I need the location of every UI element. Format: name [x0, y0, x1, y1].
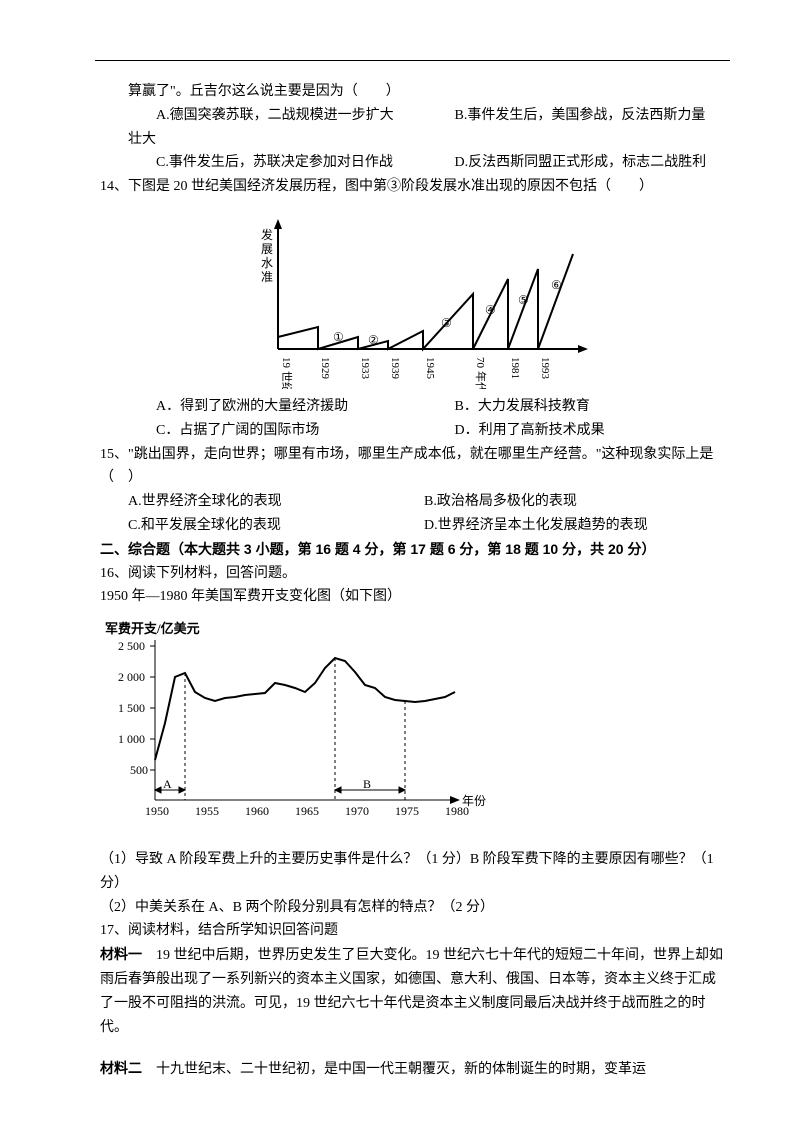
svg-text:②: ②	[368, 333, 379, 347]
q16: 16、阅读下列材料，回答问题。	[100, 562, 725, 586]
q15: 15、"跳出国界，走向世界；哪里有市场，哪里生产成本低，就在哪里生产经营。"这种…	[100, 443, 725, 491]
svg-text:军费开支/亿美元: 军费开支/亿美元	[105, 621, 200, 636]
svg-text:1993: 1993	[539, 357, 551, 380]
q15-optA: A.世界经济全球化的表现	[128, 490, 421, 514]
page: 算赢了"。丘吉尔这么说主要是因为（ ） A.德国突袭苏联，二战规模进一步扩大 B…	[0, 0, 800, 1122]
svg-text:70: 70	[474, 357, 486, 369]
q16-num: 16、	[100, 566, 128, 581]
q17-mat1-text: 19 世纪中后期，世界历史发生了巨大变化。19 世纪六七十年代的短短二十年间，世…	[100, 948, 723, 1034]
q13-optB-cont: 壮大	[100, 128, 725, 152]
svg-text:年代: 年代	[474, 371, 488, 389]
svg-text:1933: 1933	[359, 357, 371, 380]
svg-text:⑤: ⑤	[518, 293, 529, 307]
q16-stem: 阅读下列材料，回答问题。	[128, 566, 296, 581]
q17-mat1-label: 材料一	[100, 946, 142, 962]
q15-optB: B.政治格局多极化的表现	[424, 490, 717, 514]
svg-text:发: 发	[261, 227, 273, 242]
q14: 14、 下图是 20 世纪美国经济发展历程，图中第③阶段发展水准出现的原因不包括…	[100, 175, 725, 199]
q16-chart: 军费开支/亿美元 年份 2 500 2 000 1 500 1 000 500 …	[100, 609, 725, 848]
svg-text:③: ③	[441, 316, 452, 330]
q13-optB: B.事件发生后，美国参战，反法西斯力量	[427, 104, 726, 128]
svg-text:1965: 1965	[295, 804, 319, 818]
q14-options-row2: C．占据了广阔的国际市场 D．利用了高新技术成果	[100, 419, 725, 443]
q15-options-row1: A.世界经济全球化的表现 B.政治格局多极化的表现	[100, 490, 725, 514]
svg-text:1955: 1955	[195, 804, 219, 818]
q14-stem: 下图是 20 世纪美国经济发展历程，图中第③阶段发展水准出现的原因不包括（ ）	[128, 175, 725, 199]
q17-mat1: 材料一 19 世纪中后期，世界历史发生了巨大变化。19 世纪六七十年代的短短二十…	[100, 943, 725, 1039]
q17-mat2-label: 材料二	[100, 1060, 142, 1076]
svg-text:④: ④	[485, 303, 496, 317]
svg-text:1 500: 1 500	[118, 701, 145, 715]
section2-heading: 二、综合题（本大题共 3 小题，第 16 题 4 分，第 17 题 6 分，第 …	[100, 538, 725, 562]
q14-options-row1: A．得到了欧洲的大量经济援助 B．大力发展科技教育	[100, 395, 725, 419]
q14-num: 14、	[100, 175, 128, 199]
svg-text:准: 准	[261, 270, 273, 284]
svg-text:1975: 1975	[395, 804, 419, 818]
q17-mat2-text: 十九世纪末、二十世纪初，是中国一代王朝覆灭，新的体制诞生的时期，变革运	[142, 1062, 646, 1077]
q14-chart: 发 展 水 准 ① ② ③ ④ ⑤ ⑥	[100, 209, 725, 389]
svg-text:1939: 1939	[389, 357, 401, 380]
svg-text:1981: 1981	[509, 357, 521, 379]
svg-text:2 000: 2 000	[118, 670, 145, 684]
svg-text:水: 水	[261, 256, 273, 270]
q17-stem: 阅读材料，结合所学知识回答问题	[128, 923, 338, 938]
q13-optA: A.德国突袭苏联，二战规模进一步扩大	[128, 104, 427, 128]
q14-optC: C．占据了广阔的国际市场	[128, 419, 427, 443]
svg-text:1960: 1960	[245, 804, 269, 818]
q13-tail-line1: 算赢了"。丘吉尔这么说主要是因为（ ）	[100, 80, 725, 104]
svg-text:1929: 1929	[319, 357, 331, 380]
spacer	[100, 1039, 725, 1057]
q16-sub1: （1）导致 A 阶段军费上升的主要历史事件是什么？（1 分）B 阶段军费下降的主…	[100, 848, 725, 896]
q17-num: 17、	[100, 923, 128, 938]
svg-text:A: A	[163, 777, 172, 791]
q17-mat2: 材料二 十九世纪末、二十世纪初，是中国一代王朝覆灭，新的体制诞生的时期，变革运	[100, 1057, 725, 1082]
q15-optC: C.和平发展全球化的表现	[128, 514, 421, 538]
svg-text:19: 19	[280, 357, 292, 369]
q15-num: 15、	[100, 447, 128, 462]
q15-optD: D.世界经济呈本土化发展趋势的表现	[424, 514, 717, 538]
q15-options-row2: C.和平发展全球化的表现 D.世界经济呈本土化发展趋势的表现	[100, 514, 725, 538]
svg-text:B: B	[363, 777, 371, 791]
svg-text:展: 展	[261, 242, 273, 256]
q14-optB: B．大力发展科技教育	[427, 395, 726, 419]
q13-optC: C.事件发生后，苏联决定参加对日作战	[128, 151, 427, 175]
svg-text:1945: 1945	[424, 357, 436, 380]
svg-text:2 500: 2 500	[118, 639, 145, 653]
q17: 17、阅读材料，结合所学知识回答问题	[100, 919, 725, 943]
q16-sub2: （2）中美关系在 A、B 两个阶段分别具有怎样的特点？（2 分）	[100, 896, 725, 920]
q14-optD: D．利用了高新技术成果	[427, 419, 726, 443]
q16-caption: 1950 年—1980 年美国军费开支变化图（如下图）	[100, 585, 725, 609]
q14-optA: A．得到了欧洲的大量经济援助	[128, 395, 427, 419]
svg-text:500: 500	[130, 763, 148, 777]
svg-text:1950: 1950	[145, 804, 169, 818]
q13-options-row2: C.事件发生后，苏联决定参加对日作战 D.反法西斯同盟正式形成，标志二战胜利	[100, 151, 725, 175]
q15-stem: "跳出国界，走向世界；哪里有市场，哪里生产成本低，就在哪里生产经营。"这种现象实…	[100, 447, 713, 486]
q13-optD: D.反法西斯同盟正式形成，标志二战胜利	[427, 151, 726, 175]
svg-text:世纪: 世纪	[280, 371, 293, 389]
svg-text:1 000: 1 000	[118, 732, 145, 746]
svg-text:1980: 1980	[445, 804, 469, 818]
q13-options-row1: A.德国突袭苏联，二战规模进一步扩大 B.事件发生后，美国参战，反法西斯力量	[100, 104, 725, 128]
svg-text:⑥: ⑥	[551, 278, 562, 292]
svg-text:①: ①	[333, 330, 344, 344]
svg-text:1970: 1970	[345, 804, 369, 818]
